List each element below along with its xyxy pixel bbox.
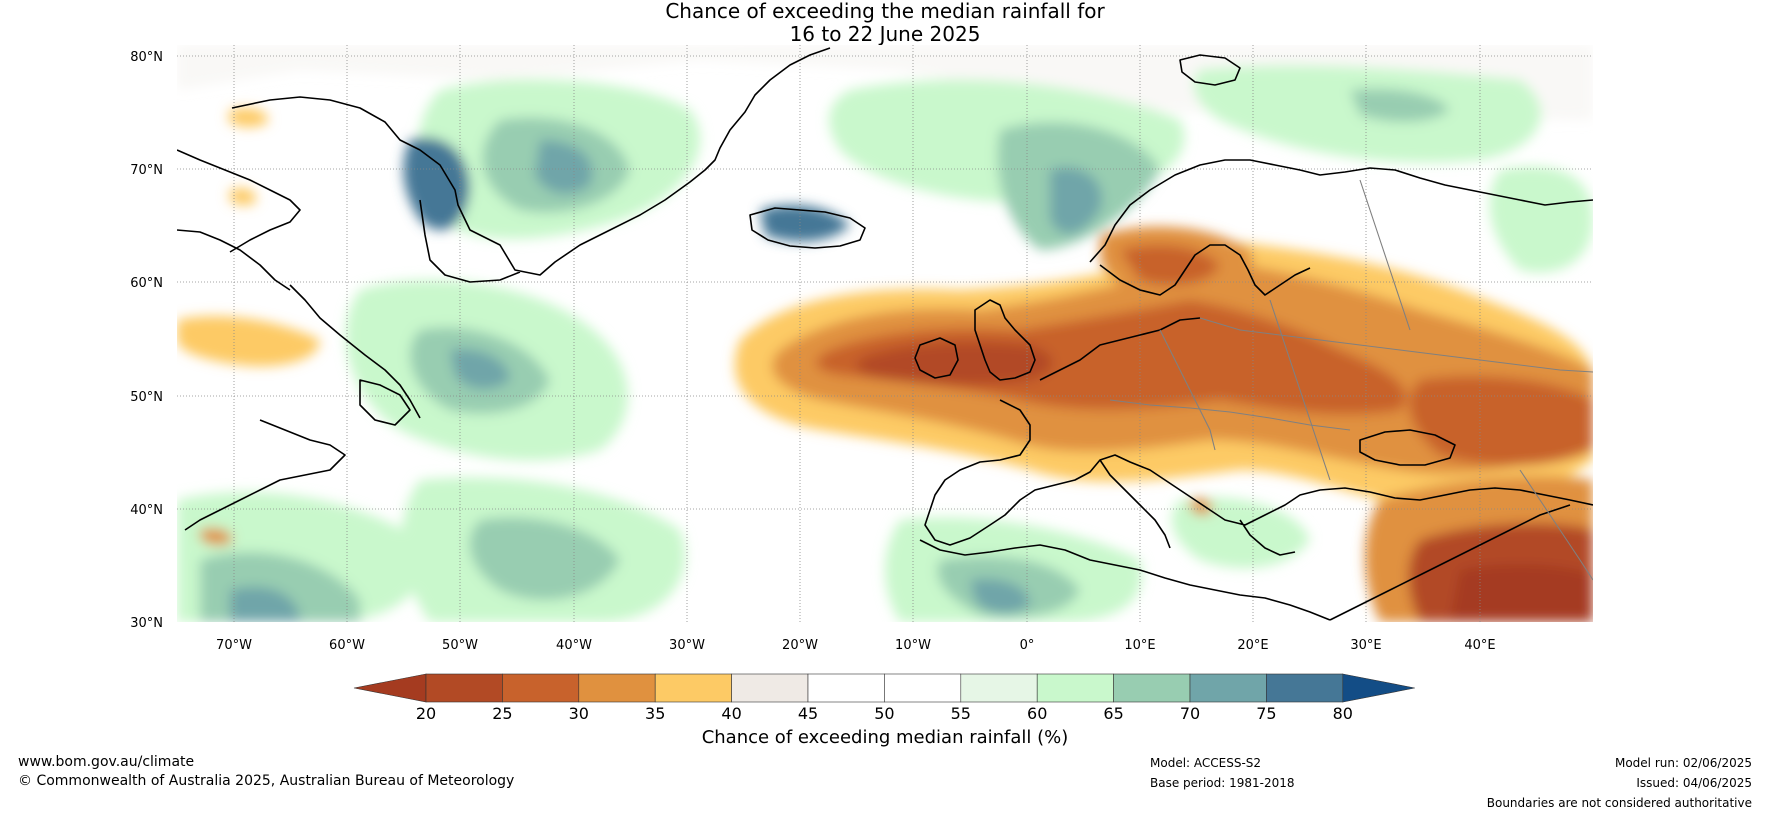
colorbar-low-arrow [353,673,427,703]
coastlines [177,47,1593,621]
graticule [177,45,1593,622]
colorbar-bin [1266,673,1344,703]
colorbar-bin [807,673,885,703]
title-line-2: 16 to 22 June 2025 [789,22,981,46]
colorbar-bin [654,673,732,703]
colorbar-tick-label: 35 [645,704,665,723]
lon-label-20w: 20°W [782,638,818,653]
footer-url: www.bom.gov.au/climate [18,754,195,770]
longitude-labels: 70°W 60°W 50°W 40°W 30°W 20°W 10°W 0° 10… [216,638,1496,653]
country-borders [1109,179,1593,581]
britain-coast [974,299,1036,381]
footer-model-run: Model run: 02/06/2025 [1614,756,1752,770]
lon-label-20e: 20°E [1237,638,1268,653]
colorbar-bin [1189,673,1267,703]
colorbar: 20 25 30 35 40 45 50 55 60 65 70 75 80 [353,673,1415,723]
footer-copyright: © Commonwealth of Australia 2025, Austra… [18,773,515,789]
colorbar-bin [502,673,580,703]
colorbar-tick-label: 25 [492,704,512,723]
colorbar-bin [731,673,809,703]
lon-label-50w: 50°W [442,638,478,653]
scandinavia-coast [1089,159,1593,296]
colorbar-bin [1113,673,1191,703]
ireland-coast [914,337,959,379]
colorbar-bin [578,673,656,703]
map-title: Chance of exceeding the median rainfall … [0,0,1770,46]
colorbar-bin [884,673,962,703]
lon-label-70w: 70°W [216,638,252,653]
svalbard-coast [1179,54,1241,86]
colorbar-tick-label: 45 [798,704,818,723]
colorbar-title: Chance of exceeding median rainfall (%) [701,727,1069,748]
lat-label-70n: 70°N [130,163,163,178]
colorbar-tick-label: 75 [1256,704,1276,723]
colorbar-bin [1036,673,1114,703]
iceland-coast [749,207,866,249]
colorbar-bin [960,673,1038,703]
colorbar-tick-label: 70 [1180,704,1200,723]
labrador-coast [289,284,421,419]
title-line-1: Chance of exceeding the median rainfall … [665,0,1105,23]
lon-label-0: 0° [1020,638,1035,653]
colorbar-high-arrow [1342,673,1415,703]
black-sea-coast [1359,429,1456,466]
map-panel [177,45,1593,622]
footer-base-period: Base period: 1981-2018 [1150,776,1295,790]
footer-model: Model: ACCESS-S2 [1150,756,1262,770]
lat-label-40n: 40°N [130,503,163,518]
lat-label-50n: 50°N [130,390,163,405]
europe-coast [924,317,1593,556]
colorbar-bin [425,673,503,703]
newfoundland-coast [184,379,411,531]
colorbar-tick-label: 40 [721,704,741,723]
colorbar-tick-label: 55 [951,704,971,723]
colorbar-tick-label: 20 [416,704,436,723]
lat-label-30n: 30°N [130,616,163,631]
lon-label-10w: 10°W [895,638,931,653]
colorbar-tick-label: 30 [569,704,589,723]
lon-label-40w: 40°W [556,638,592,653]
greenland-coast [231,47,831,283]
lon-label-10e: 10°E [1124,638,1155,653]
colorbar-tick-label: 60 [1027,704,1047,723]
colorbar-tick-label: 50 [874,704,894,723]
lat-label-60n: 60°N [130,276,163,291]
lon-label-30w: 30°W [669,638,705,653]
baffin-coast [177,149,301,291]
lon-label-40e: 40°E [1464,638,1495,653]
north-africa-coast [919,504,1571,621]
footer-issued: Issued: 04/06/2025 [1636,776,1752,790]
colorbar-tick-label: 65 [1103,704,1123,723]
lon-label-60w: 60°W [329,638,365,653]
latitude-labels: 80°N 70°N 60°N 50°N 40°N 30°N [130,50,163,631]
colorbar-tick-label: 80 [1333,704,1353,723]
lon-label-30e: 30°E [1350,638,1381,653]
rainfall-probability-field [177,45,1593,622]
footer-disclaimer: Boundaries are not considered authoritat… [1486,796,1752,810]
lat-label-80n: 80°N [130,50,163,65]
